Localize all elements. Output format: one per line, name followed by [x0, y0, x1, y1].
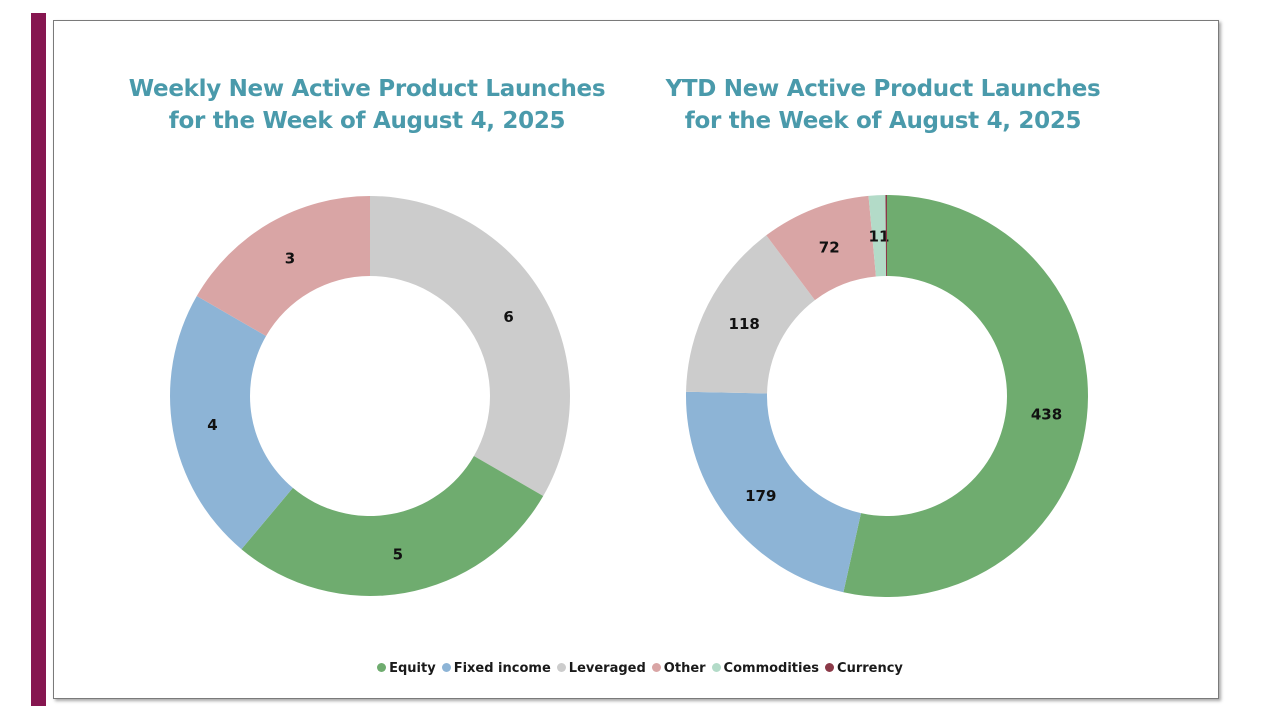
weekly-label-other: 3	[285, 249, 295, 267]
ytd-slice-equity	[843, 195, 1088, 597]
accent-bar	[31, 13, 46, 706]
weekly-chart-title: Weekly New Active Product Launches for t…	[107, 73, 627, 137]
legend-label: Commodities	[723, 661, 820, 676]
ytd-label-leveraged: 118	[729, 315, 760, 333]
legend-label: Fixed income	[453, 661, 551, 676]
ytd-slice-commodities	[868, 195, 887, 277]
chart-legend: Equity Fixed income Leveraged Other Commodit…	[0, 661, 1280, 676]
ytd-slice-leveraged	[686, 235, 815, 394]
legend-marker-icon	[825, 663, 835, 672]
weekly-slice-other	[196, 196, 370, 336]
legend-label: Other	[663, 661, 706, 676]
ytd-title-line-2: for the Week of August 4, 2025	[684, 108, 1082, 134]
legend-item-currency: Currency	[825, 661, 903, 676]
weekly-label-fixed-income: 4	[207, 416, 217, 434]
ytd-label-equity: 438	[1031, 406, 1062, 424]
ytd-label-fixed-income: 179	[745, 487, 776, 505]
legend-marker-icon	[377, 663, 387, 672]
weekly-slice-leveraged	[370, 196, 570, 496]
legend-item-other: Other	[651, 661, 706, 676]
legend-marker-icon	[711, 663, 721, 672]
legend-marker-icon	[441, 663, 451, 672]
legend-marker-icon	[556, 663, 566, 672]
legend-item-leveraged: Leveraged	[556, 661, 646, 676]
ytd-label-commodities: 11	[869, 228, 890, 246]
legend-label: Leveraged	[568, 661, 646, 676]
ytd-slice-currency	[885, 195, 887, 277]
weekly-label-leveraged: 6	[503, 308, 513, 326]
ytd-donut: 438 179 118 72 11	[686, 195, 1088, 597]
ytd-title-line-1: YTD New Active Product Launches	[665, 76, 1101, 102]
ytd-slice-other	[766, 195, 876, 301]
legend-marker-icon	[651, 663, 661, 672]
legend-item-commodities: Commodities	[711, 661, 820, 676]
weekly-title-line-2: for the Week of August 4, 2025	[168, 108, 566, 134]
weekly-slice-equity	[241, 456, 544, 596]
weekly-label-equity: 5	[393, 546, 403, 564]
legend-label: Currency	[837, 661, 903, 676]
legend-item-fixed-income: Fixed income	[441, 661, 551, 676]
weekly-slice-fixed-income	[170, 296, 293, 550]
ytd-label-other: 72	[819, 238, 840, 256]
weekly-title-line-1: Weekly New Active Product Launches	[128, 76, 606, 102]
ytd-chart-title: YTD New Active Product Launches for the …	[623, 73, 1143, 137]
legend-item-equity: Equity	[377, 661, 436, 676]
weekly-donut: 6 5 4 3	[170, 196, 570, 596]
legend-label: Equity	[389, 661, 436, 676]
ytd-slice-fixed-income	[686, 391, 861, 593]
